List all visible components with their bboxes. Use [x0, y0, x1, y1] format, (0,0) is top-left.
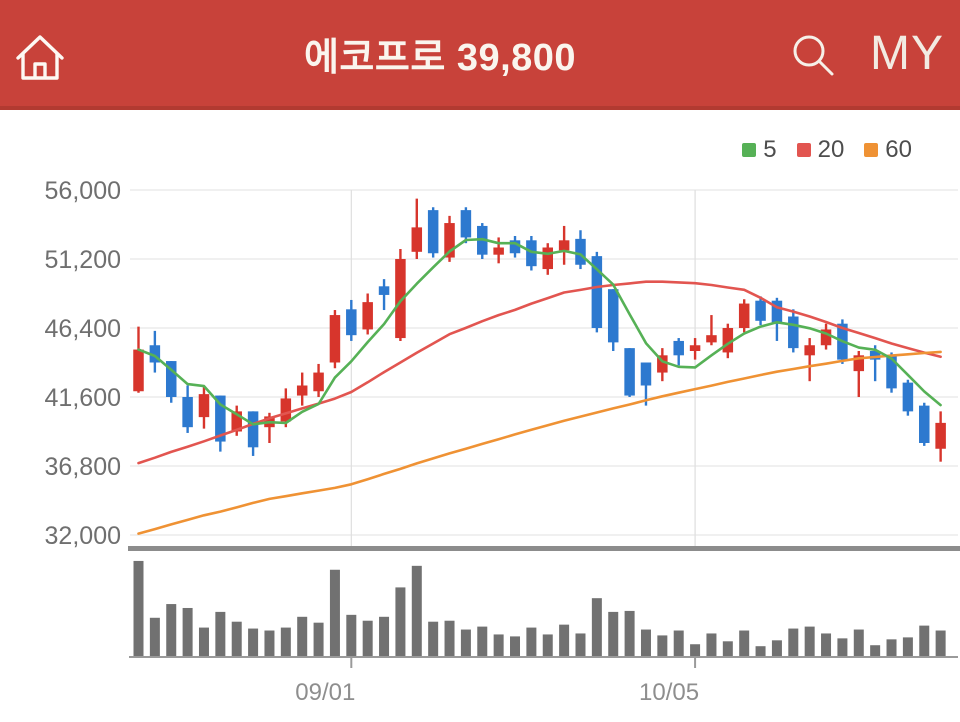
svg-text:41,600: 41,600: [45, 384, 121, 412]
ma60-swatch: [864, 143, 879, 157]
ma20-swatch: [796, 143, 811, 157]
ma5-label: 5: [763, 136, 777, 163]
svg-text:51,200: 51,200: [45, 246, 121, 274]
my-button[interactable]: MY: [864, 0, 950, 106]
search-button[interactable]: [788, 30, 838, 80]
ma5-line: [137, 237, 942, 426]
y-axis-labels: 56,000 51,200 46,400 41,600 36,800 32,000: [45, 177, 121, 550]
home-button[interactable]: [12, 28, 68, 84]
svg-text:32,000: 32,000: [45, 522, 121, 550]
ma60-label: 60: [885, 136, 912, 163]
ma60-line: [137, 350, 942, 535]
svg-text:56,000: 56,000: [45, 177, 121, 205]
legend-item-ma20: 20: [796, 136, 845, 164]
legend-item-ma60: 60: [864, 136, 912, 164]
volume-layer: [133, 560, 946, 656]
home-icon: [16, 35, 64, 80]
price-gridlines: [130, 189, 958, 546]
svg-text:10/05: 10/05: [639, 679, 699, 706]
legend-item-ma5: 5: [742, 136, 777, 164]
ma20-label: 20: [817, 136, 845, 163]
svg-text:36,800: 36,800: [45, 453, 121, 481]
x-axis-labels: 09/01 10/05: [295, 679, 699, 706]
stock-chart[interactable]: 56,000 51,200 46,400 41,600 36,800 32,000 09/0…: [0, 110, 960, 722]
svg-text:46,400: 46,400: [45, 315, 121, 343]
svg-text:09/01: 09/01: [295, 679, 355, 706]
ma-legend: 5 20 60: [742, 136, 912, 164]
ma20-line: [137, 280, 942, 465]
search-icon: [793, 35, 834, 76]
x-axis-ticks: [350, 658, 697, 668]
ma5-swatch: [742, 143, 757, 157]
pane-divider: [128, 546, 960, 551]
page-title: 에코프로 39,800: [303, 36, 577, 79]
app-header: 에코프로 39,800 MY: [0, 0, 960, 110]
